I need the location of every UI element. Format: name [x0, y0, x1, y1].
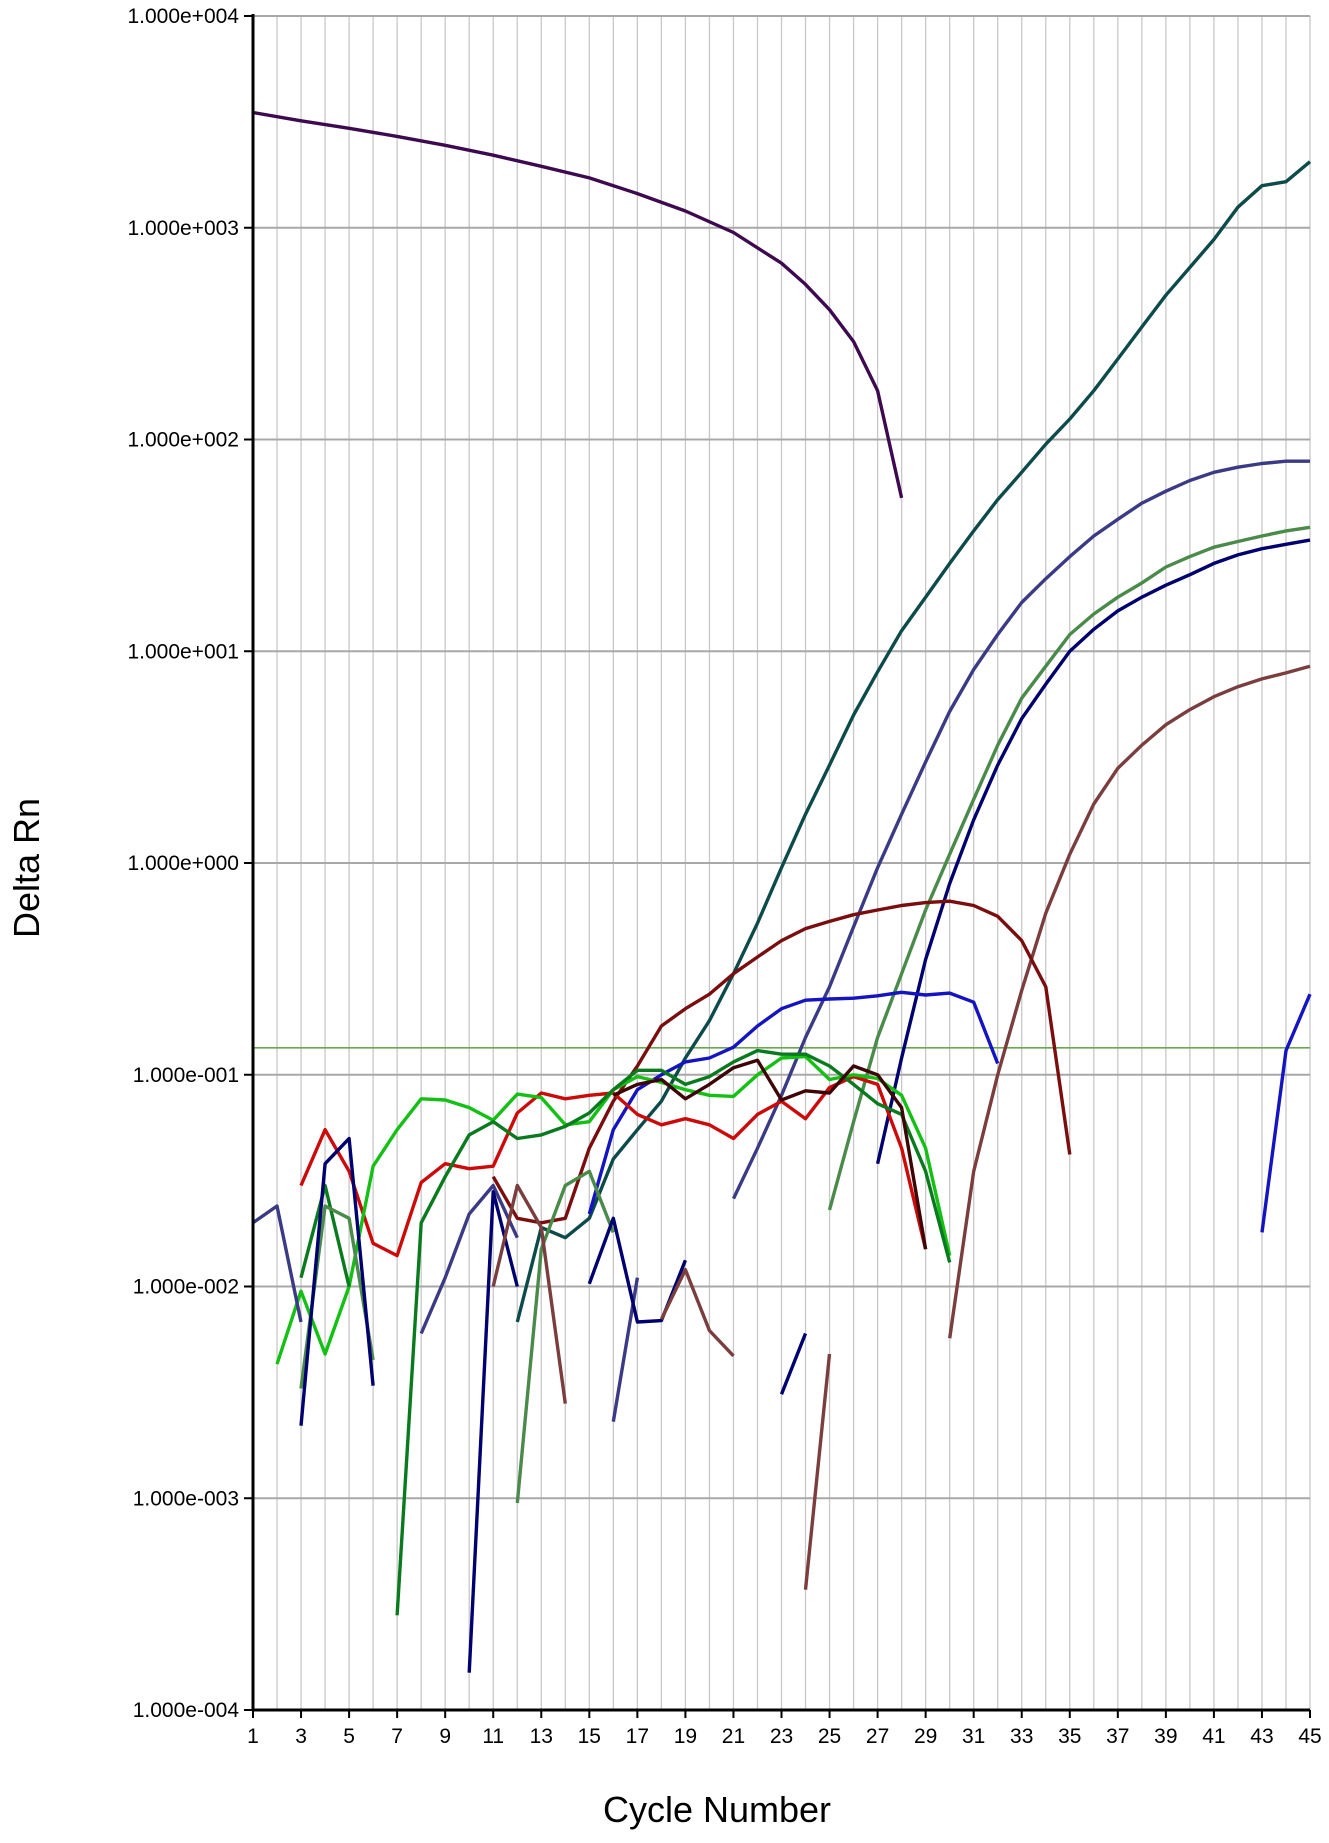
- y-tick-label: 1.000e+001: [127, 640, 239, 663]
- x-tick-label: 23: [770, 1725, 793, 1748]
- x-tick-label: 45: [1298, 1725, 1321, 1748]
- series-line-13: [612, 1058, 928, 1250]
- x-tick-label: 13: [530, 1725, 553, 1748]
- x-tick-label: 9: [439, 1725, 451, 1748]
- x-axis-title: Cycle Number: [603, 1789, 831, 1830]
- x-tick-label: 39: [1154, 1725, 1177, 1748]
- series-line-17: [252, 1204, 303, 1323]
- x-tick-label: 11: [482, 1725, 504, 1748]
- x-tick-label: 3: [295, 1725, 307, 1748]
- series-line-12: [395, 1048, 952, 1616]
- y-tick-label: 1.000e+002: [127, 429, 239, 452]
- x-tick-label: 15: [578, 1725, 601, 1748]
- series-line-23: [779, 1332, 808, 1395]
- x-tick-label: 31: [962, 1725, 985, 1748]
- x-tick-label: 21: [722, 1725, 745, 1748]
- x-tick-label: 35: [1058, 1725, 1081, 1748]
- series-line-21: [467, 1190, 519, 1673]
- series-line-3: [731, 459, 1310, 1200]
- x-tick-labels: 1 3 5 7 9 11 13 15 17 19 21 23 25 27 29 31 33 35 37 39 41 43 4…: [247, 1710, 1322, 1748]
- y-tick-label: 1.000e+004: [127, 5, 239, 28]
- series-line-10: [299, 1074, 928, 1258]
- x-tick-label: 27: [866, 1725, 889, 1748]
- series-line-24: [491, 1183, 567, 1404]
- series-line-20: [299, 1136, 375, 1426]
- series-line-1: [252, 110, 904, 499]
- y-tick-label: 1.000e-001: [133, 1064, 239, 1087]
- series-line-16: [515, 1169, 615, 1504]
- series-line-8: [587, 990, 1000, 1215]
- y-axis-title: Delta Rn: [6, 798, 47, 938]
- series-layer: [252, 110, 1312, 1673]
- series-line-6: [948, 664, 1311, 1339]
- x-tick-label: 19: [674, 1725, 697, 1748]
- series-line-25: [659, 1267, 735, 1358]
- series-line-7: [491, 899, 1072, 1225]
- series-line-26: [803, 1353, 832, 1590]
- x-tick-label: 33: [1010, 1725, 1033, 1748]
- x-tick-label: 41: [1202, 1725, 1225, 1748]
- x-tick-label: 37: [1106, 1725, 1129, 1748]
- x-tick-label: 25: [818, 1725, 841, 1748]
- y-tick-label: 1.000e-002: [133, 1276, 239, 1299]
- x-tick-label: 17: [626, 1725, 649, 1748]
- y-tick-label: 1.000e-003: [133, 1487, 239, 1510]
- x-tick-label: 7: [391, 1725, 403, 1748]
- y-tick-label: 1.000e+003: [127, 217, 239, 240]
- y-tick-label: 1.000e-004: [133, 1699, 240, 1722]
- x-tick-label: 43: [1250, 1725, 1273, 1748]
- x-tick-label: 1: [247, 1725, 259, 1748]
- series-line-2: [515, 160, 1312, 1323]
- series-line-9: [1260, 993, 1312, 1233]
- y-tick-label: 1.000e+000: [127, 852, 239, 875]
- series-line-4: [827, 525, 1311, 1211]
- series-line-5: [875, 538, 1311, 1165]
- series-line-18: [419, 1183, 519, 1335]
- x-tick-label: 5: [343, 1725, 355, 1748]
- series-line-14: [299, 1183, 351, 1287]
- y-tick-labels: 1.000e-004 1.000e-003 1.000e-002 1.000e-001…: [127, 5, 253, 1722]
- x-tick-label: 29: [914, 1725, 937, 1748]
